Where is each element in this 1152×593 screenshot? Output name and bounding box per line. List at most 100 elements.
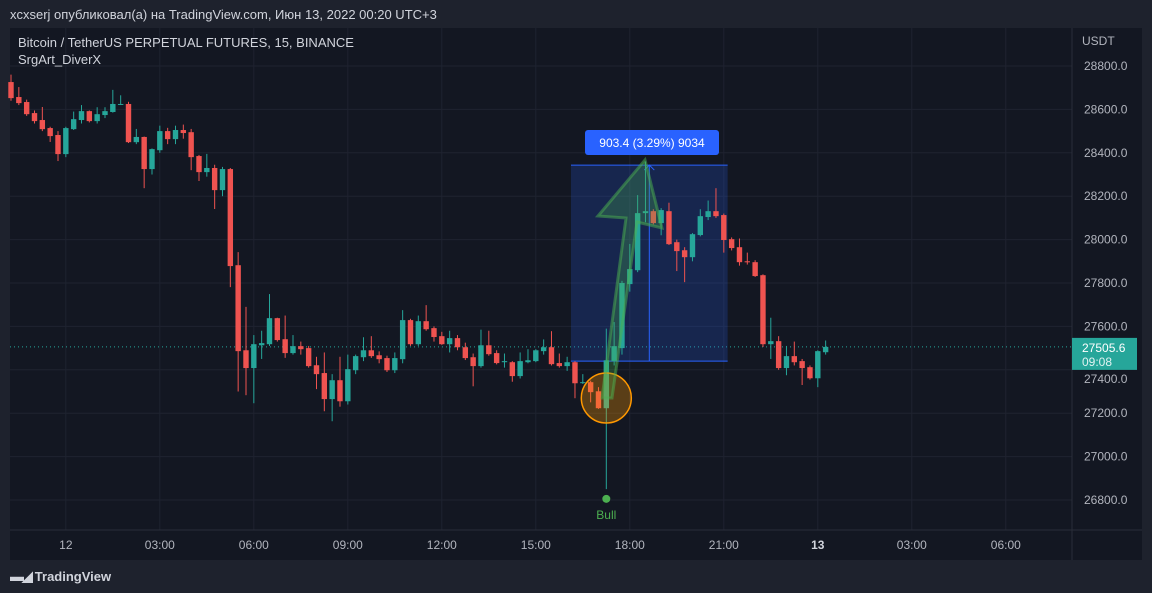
candle-body bbox=[298, 346, 304, 350]
candle-body bbox=[16, 97, 22, 104]
up-arrow-icon bbox=[594, 156, 665, 400]
candle-body bbox=[478, 345, 484, 367]
candle-body bbox=[705, 211, 711, 218]
candle-body bbox=[674, 242, 680, 252]
candle-body bbox=[564, 362, 570, 367]
candle-body bbox=[86, 111, 93, 122]
candle-body bbox=[721, 215, 727, 241]
candle-body bbox=[345, 369, 351, 402]
candle-body bbox=[55, 135, 61, 155]
candle-body bbox=[807, 367, 813, 379]
candle-body bbox=[509, 362, 516, 377]
candle-body bbox=[744, 261, 751, 263]
candle-body bbox=[227, 169, 234, 267]
candle-body bbox=[352, 356, 359, 371]
candle-body bbox=[117, 103, 124, 105]
candle-body bbox=[102, 111, 108, 116]
measure-label-box bbox=[585, 130, 719, 155]
overlay: Bull 903.4 (3.29%) 9034 bbox=[580, 130, 719, 522]
last-price-countdown: 09:08 bbox=[1082, 355, 1112, 369]
candle-body bbox=[219, 169, 226, 191]
candle-body bbox=[180, 130, 187, 134]
candle-body bbox=[760, 275, 766, 345]
candle-body bbox=[329, 380, 335, 400]
candle-body bbox=[533, 350, 539, 362]
candle-body bbox=[31, 113, 38, 122]
candle-body bbox=[736, 247, 743, 263]
axes: 26800.0 27000.0 27200.0 27400.0 27600.0 27800… bbox=[10, 28, 1142, 560]
chart-panel[interactable] bbox=[10, 28, 1142, 560]
price-tick-label: 27800.0 bbox=[1084, 276, 1128, 290]
candle-body bbox=[587, 382, 594, 393]
time-tick-label: 18:00 bbox=[615, 538, 645, 552]
candle-body bbox=[525, 360, 531, 363]
price-tick-label: 28600.0 bbox=[1084, 102, 1128, 116]
candle-body bbox=[501, 361, 508, 363]
candle-body bbox=[305, 348, 312, 367]
candle-body bbox=[125, 103, 132, 143]
candle-body bbox=[713, 211, 719, 217]
candle-body bbox=[415, 321, 422, 345]
bull-signal-dot bbox=[602, 494, 611, 503]
logo-text: TradingView bbox=[34, 569, 112, 584]
candle-body bbox=[337, 380, 343, 402]
candle-body bbox=[94, 114, 100, 122]
candle-body bbox=[133, 136, 140, 143]
candle-body bbox=[540, 347, 547, 352]
candle-body bbox=[172, 130, 179, 140]
candle-body bbox=[517, 361, 523, 377]
candle-body bbox=[164, 131, 171, 140]
candle-body bbox=[274, 318, 281, 341]
candle-body bbox=[728, 239, 735, 249]
candle-body bbox=[752, 262, 758, 277]
candle-body bbox=[775, 341, 782, 369]
candle-body bbox=[47, 128, 53, 137]
candle-body bbox=[266, 318, 273, 345]
candle-body bbox=[399, 320, 406, 360]
indicator-legend: SrgArt_DiverX bbox=[18, 52, 101, 67]
candle-body bbox=[486, 345, 492, 355]
grid bbox=[10, 28, 1072, 530]
candle-body bbox=[251, 344, 257, 369]
candle-body bbox=[110, 103, 116, 113]
price-tick-label: 27000.0 bbox=[1084, 450, 1128, 464]
candle-body bbox=[392, 358, 398, 371]
last-price-value: 27505.6 bbox=[1082, 341, 1126, 355]
candle-body bbox=[783, 356, 790, 369]
price-tick-label: 27600.0 bbox=[1084, 319, 1128, 333]
candle-body bbox=[666, 211, 672, 245]
candle-body bbox=[556, 363, 563, 367]
candle-body bbox=[149, 149, 155, 170]
candle-body bbox=[595, 391, 602, 409]
candle-body bbox=[548, 347, 555, 365]
candle-body bbox=[462, 347, 469, 359]
candle-body bbox=[384, 358, 390, 371]
candle-body bbox=[70, 119, 77, 130]
candle-body bbox=[822, 346, 829, 353]
tradingview-logo[interactable]: ▬◢ TradingView bbox=[10, 568, 111, 585]
currency-label[interactable]: USDT bbox=[1082, 34, 1115, 48]
candle-body bbox=[78, 111, 85, 121]
price-tick-label: 28200.0 bbox=[1084, 189, 1128, 203]
candle-body bbox=[603, 360, 610, 409]
price-tick-label: 28800.0 bbox=[1084, 59, 1128, 73]
candle-body bbox=[697, 216, 704, 236]
candle-body bbox=[454, 338, 461, 348]
time-tick-label: 15:00 bbox=[521, 538, 551, 552]
candle-body bbox=[204, 167, 210, 173]
time-tick-label: 13 bbox=[811, 538, 825, 552]
time-tick-label: 03:00 bbox=[897, 538, 927, 552]
price-tick-label: 28000.0 bbox=[1084, 233, 1128, 247]
candle-body bbox=[689, 234, 696, 258]
candle-body bbox=[446, 338, 453, 345]
bull-signal-label: Bull bbox=[596, 508, 616, 522]
candle-body bbox=[634, 213, 641, 271]
price-tick-label: 26800.0 bbox=[1084, 493, 1128, 507]
candle-body bbox=[23, 102, 30, 115]
candle-body bbox=[368, 350, 375, 357]
candle-body bbox=[619, 283, 625, 349]
candle-body bbox=[360, 350, 367, 358]
time-tick-label: 03:00 bbox=[145, 538, 175, 552]
time-tick-label: 21:00 bbox=[709, 538, 739, 552]
